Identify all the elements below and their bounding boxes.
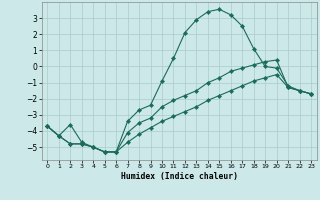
X-axis label: Humidex (Indice chaleur): Humidex (Indice chaleur): [121, 172, 238, 181]
